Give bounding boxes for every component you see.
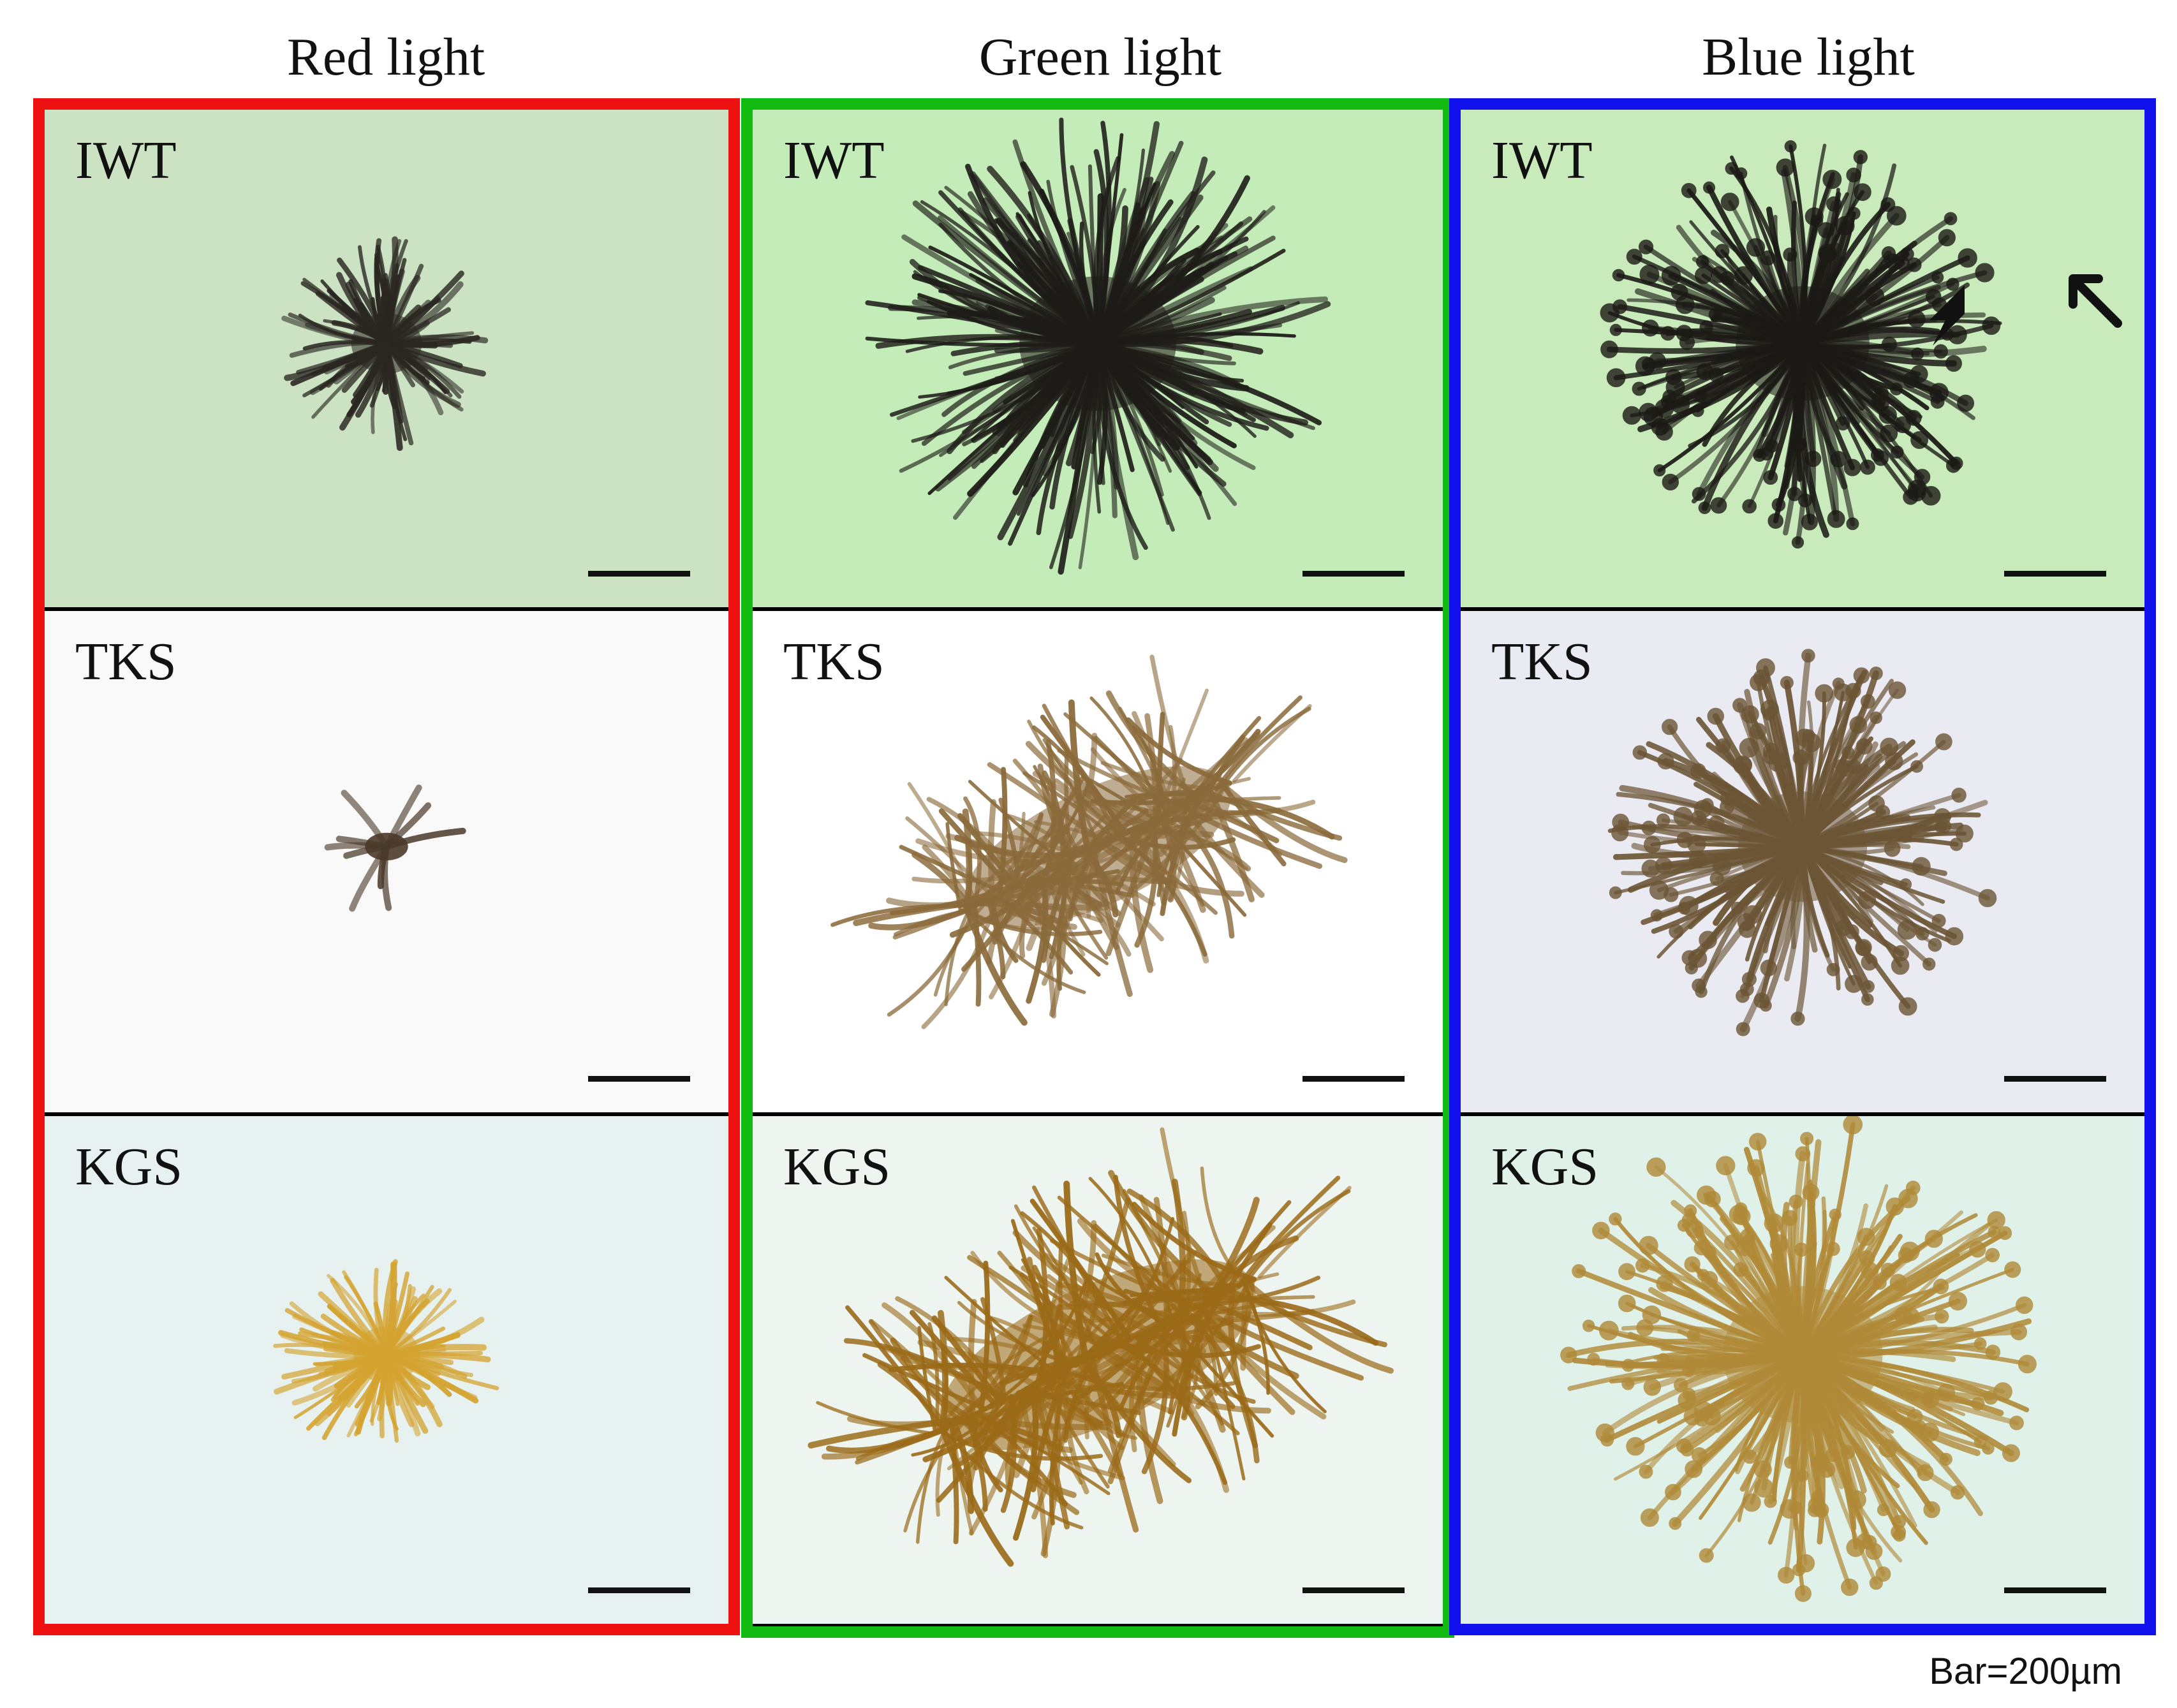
- panel-green-tks: TKS: [753, 611, 1443, 1112]
- specimen: [1600, 140, 2002, 549]
- specimen-image: [865, 117, 1331, 575]
- specimen: [273, 1259, 499, 1443]
- panel-label: IWT: [1491, 131, 1593, 190]
- scale-bar: [588, 1076, 690, 1082]
- specimen-image: [808, 1127, 1394, 1567]
- specimen-image: [324, 784, 466, 912]
- scale-bar: [2004, 1587, 2106, 1593]
- column-title-blue: Blue light: [1702, 27, 1915, 87]
- panel-label: IWT: [75, 131, 177, 190]
- specimen: [1607, 649, 1997, 1036]
- panel-blue-iwt: IWT: [1461, 110, 2144, 607]
- specimen-image: [830, 654, 1348, 1029]
- specimen: [1560, 1116, 2037, 1602]
- panel-red-kgs: KGS: [45, 1116, 728, 1624]
- column-title-red: Red light: [286, 27, 485, 87]
- panel-label: TKS: [1491, 632, 1593, 691]
- scale-bar: [588, 1587, 690, 1593]
- scale-bar: [1303, 571, 1405, 577]
- panel-blue-tks: TKS: [1461, 611, 2144, 1112]
- panel-label: KGS: [75, 1137, 183, 1196]
- specimen: [281, 236, 489, 452]
- specimen-image: [1607, 649, 1997, 1036]
- scale-bar: [2004, 571, 2106, 577]
- scale-bar: [588, 571, 690, 577]
- scale-bar: [1303, 1587, 1405, 1593]
- specimen: [865, 117, 1331, 575]
- specimen-image: [273, 1259, 499, 1443]
- column-title-green: Green light: [978, 27, 1222, 87]
- scale-bar: [2004, 1076, 2106, 1082]
- panel-red-iwt: IWT: [45, 110, 728, 607]
- scale-bar: [1303, 1076, 1405, 1082]
- specimen: [830, 654, 1348, 1029]
- specimen-image: [1600, 140, 2122, 549]
- panel-red-tks: TKS: [45, 611, 728, 1112]
- panel-label: KGS: [1491, 1137, 1599, 1196]
- panel-green-iwt: IWT: [753, 110, 1443, 607]
- specimen-image: [281, 236, 489, 452]
- specimen: [324, 784, 466, 912]
- specimen-image: [1560, 1116, 2037, 1602]
- panel-label: KGS: [783, 1137, 891, 1196]
- specimen: [808, 1127, 1394, 1567]
- panel-blue-kgs: KGS: [1461, 1116, 2144, 1624]
- arrow-icon: [1930, 285, 1965, 346]
- scale-bar-caption: Bar=200µm: [1929, 1651, 2122, 1692]
- panel-green-kgs: KGS: [753, 1116, 1443, 1624]
- panel-label: IWT: [783, 131, 885, 190]
- panel-label: TKS: [783, 632, 885, 691]
- arrow-icon-shaft: [2069, 274, 2122, 328]
- panel-label: TKS: [75, 632, 177, 691]
